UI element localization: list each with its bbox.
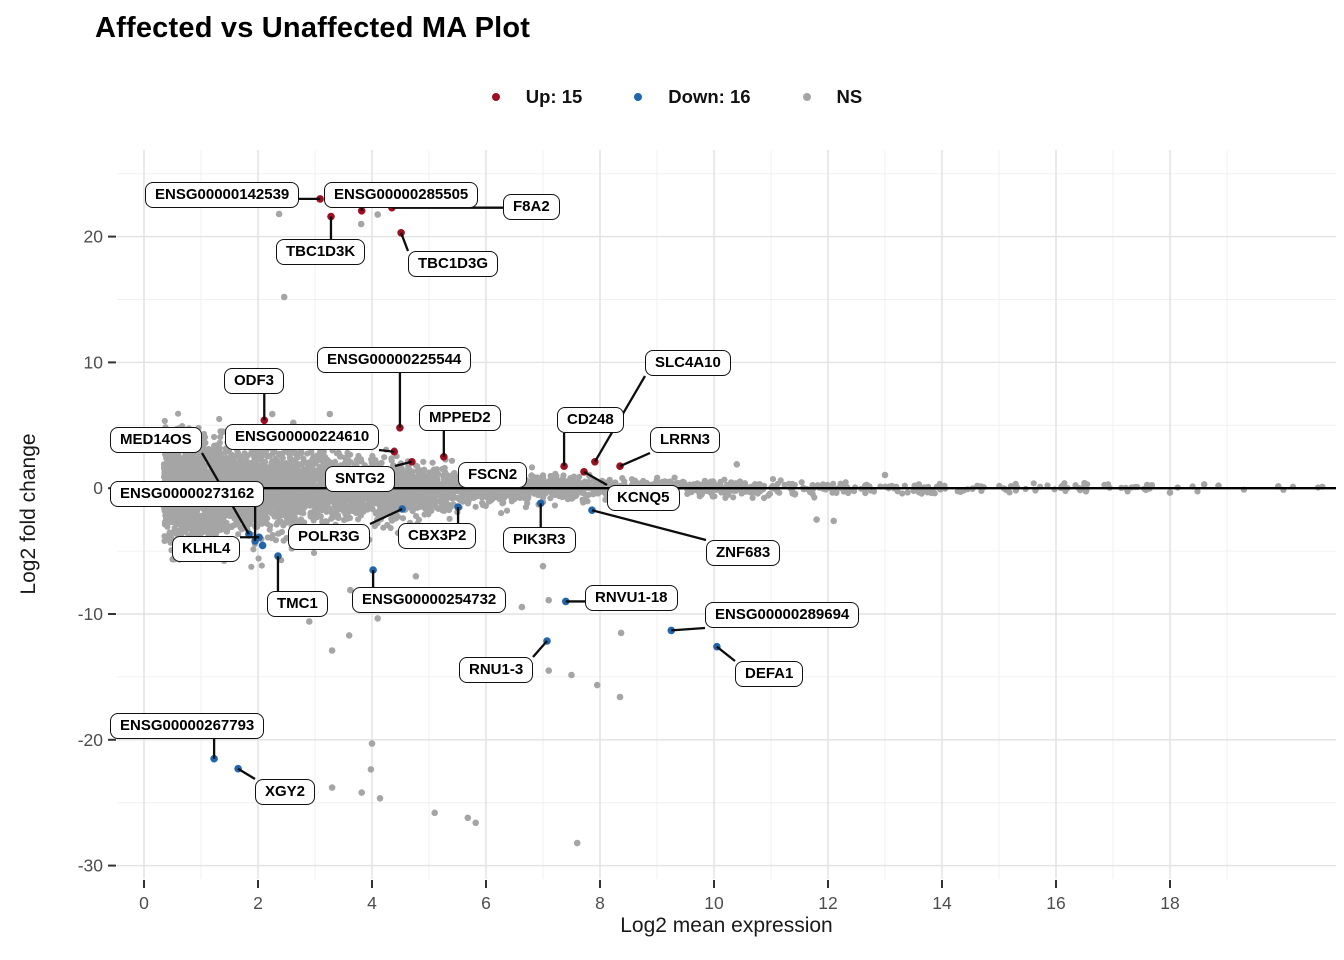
point-unlabeled [258, 541, 267, 550]
point-ODF3 [260, 416, 269, 425]
gene-label-MED14OS: MED14OS [110, 427, 202, 454]
gene-label-SLC4A10: SLC4A10 [645, 350, 731, 377]
chart-title: Affected vs Unaffected MA Plot [95, 12, 531, 44]
svg-text:16: 16 [1046, 893, 1065, 913]
gene-label-ENSG00000224610: ENSG00000224610 [225, 424, 380, 451]
ns-point-icon [802, 93, 811, 101]
gene-label-TMC1: TMC1 [267, 591, 328, 618]
y-axis-title: Log2 fold change [17, 433, 40, 595]
gene-label-ENSG00000273162: ENSG00000273162 [110, 481, 265, 508]
gene-label-ENSG00000285505: ENSG00000285505 [324, 182, 479, 209]
svg-text:12: 12 [818, 893, 837, 913]
legend-item-up: Up: 15 [491, 86, 583, 108]
up-point-icon [491, 93, 500, 101]
svg-text:10: 10 [704, 893, 724, 913]
svg-text:2: 2 [253, 893, 263, 913]
gene-label-KLHL4: KLHL4 [172, 536, 241, 563]
legend-item-ns: NS [802, 86, 863, 108]
svg-text:0: 0 [139, 893, 149, 913]
gene-label-SNTG2: SNTG2 [325, 466, 396, 493]
legend-label-ns: NS [836, 86, 863, 107]
gene-label-PIK3R3: PIK3R3 [503, 527, 576, 554]
gene-label-TBC1D3G: TBC1D3G [408, 251, 499, 278]
legend: Up: 15 Down: 16 NS [117, 86, 1237, 108]
svg-text:4: 4 [367, 893, 377, 913]
point-ENSG00000267793 [210, 754, 218, 763]
gene-label-ENSG00000254732: ENSG00000254732 [352, 587, 507, 614]
svg-text:0: 0 [93, 478, 103, 498]
point-CD248 [560, 462, 568, 471]
svg-text:10: 10 [84, 352, 104, 372]
svg-text:6: 6 [481, 893, 491, 913]
gene-label-CD248: CD248 [557, 407, 624, 434]
axis-tick-labels: 0 2 4 6 8 10 12 14 16 18 20 10 0 -10 -20 -30 [78, 227, 1180, 913]
gene-label-ENSG00000267793: ENSG00000267793 [110, 713, 265, 740]
svg-text:20: 20 [84, 227, 104, 247]
svg-text:18: 18 [1160, 893, 1179, 913]
gene-label-ENSG00000225544: ENSG00000225544 [317, 347, 472, 374]
svg-text:14: 14 [932, 893, 952, 913]
gene-label-KCNQ5: KCNQ5 [607, 485, 680, 512]
gene-label-LRRN3: LRRN3 [650, 427, 721, 454]
svg-text:-10: -10 [78, 604, 104, 624]
legend-item-down: Down: 16 [634, 86, 751, 108]
gene-label-ZNF683: ZNF683 [706, 540, 781, 567]
gene-label-XGY2: XGY2 [255, 779, 316, 806]
svg-text:-30: -30 [78, 856, 104, 876]
gene-label-CBX3P2: CBX3P2 [398, 523, 477, 550]
gene-label-POLR3G: POLR3G [288, 524, 370, 551]
gene-label-DEFA1: DEFA1 [735, 661, 804, 688]
x-axis-title: Log2 mean expression [620, 914, 833, 937]
gene-label-F8A2: F8A2 [503, 194, 560, 221]
point-ZNF683 [588, 506, 596, 514]
gene-label-ENSG00000142539: ENSG00000142539 [145, 182, 300, 209]
gene-label-MPPED2: MPPED2 [419, 405, 501, 432]
legend-label-up: Up: 15 [525, 86, 583, 107]
gene-label-ENSG00000289694: ENSG00000289694 [705, 602, 860, 629]
gene-label-TBC1D3K: TBC1D3K [276, 239, 366, 266]
svg-text:-20: -20 [78, 730, 104, 750]
svg-text:8: 8 [595, 893, 605, 913]
gene-label-ODF3: ODF3 [224, 368, 285, 395]
gene-label-RNVU1-18: RNVU1-18 [585, 585, 678, 612]
point-TMC1 [274, 552, 282, 560]
point-MPPED2 [440, 453, 448, 461]
down-point-icon [634, 93, 643, 101]
legend-label-down: Down: 16 [668, 86, 751, 107]
gene-label-RNU1-3: RNU1-3 [459, 657, 534, 684]
gene-label-FSCN2: FSCN2 [458, 462, 528, 489]
